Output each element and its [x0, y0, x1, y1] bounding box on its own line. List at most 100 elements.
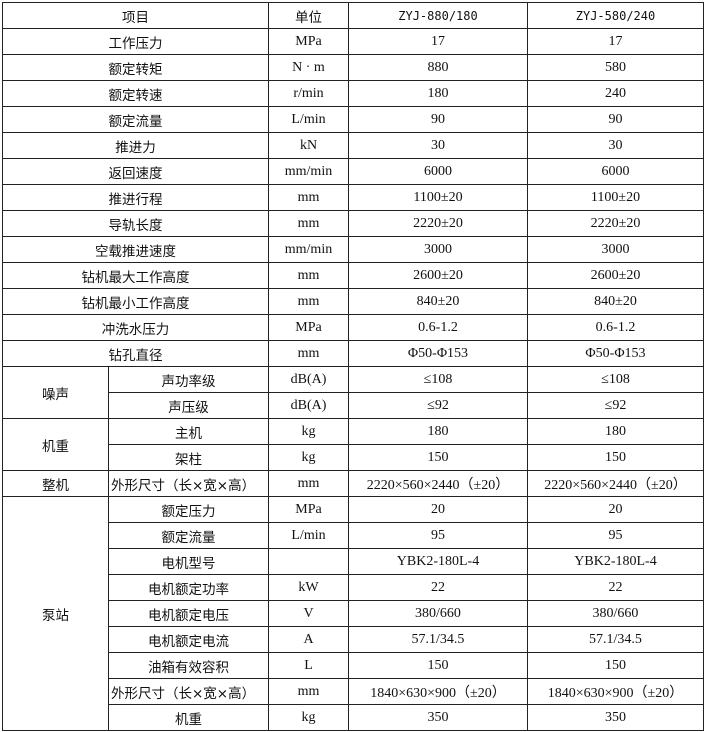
- value-a-cell: 2220±20: [348, 210, 528, 237]
- table-row: 噪声 声功率级 dB(A) ≤108 ≤108: [2, 366, 704, 419]
- item-cell: 冲洗水压力: [2, 314, 269, 341]
- table-row: 电机型号 YBK2-180L-4 YBK2-180L-4: [3, 548, 704, 575]
- item-cell: 推进行程: [2, 184, 269, 211]
- item-cell: 架柱: [108, 444, 269, 471]
- unit-cell: mm: [268, 210, 349, 237]
- item-cell: 电机额定电流: [108, 626, 269, 653]
- value-a-cell: 57.1/34.5: [348, 626, 528, 653]
- value-a-cell: 180: [348, 80, 528, 107]
- value-b-cell: 380/660: [527, 600, 704, 627]
- table-row: 钻孔直径 mm Φ50-Φ153 Φ50-Φ153: [2, 340, 704, 367]
- unit-cell: kW: [268, 574, 349, 601]
- value-b-cell: 90: [527, 106, 704, 133]
- value-b-cell: 2220±20: [527, 210, 704, 237]
- table-row: 外形尺寸（长×宽×高） mm 1840×630×900（±20） 1840×630×9…: [3, 678, 704, 705]
- item-cell: 钻机最小工作高度: [2, 288, 269, 315]
- table-row: 电机额定功率 kW 22 22: [3, 574, 704, 601]
- item-cell: 电机额定电压: [108, 600, 269, 627]
- item-cell: 外形尺寸（长×宽×高）: [108, 470, 269, 497]
- unit-cell: mm: [268, 470, 349, 497]
- unit-cell: A: [268, 626, 349, 653]
- table-row: 额定流量 L/min 90 90: [2, 106, 704, 133]
- value-b-cell: 6000: [527, 158, 704, 185]
- value-b-cell: 95: [527, 522, 704, 549]
- unit-cell: mm/min: [268, 158, 349, 185]
- table-row: 推进力 kN 30 30: [2, 132, 704, 159]
- group-label-cell: 机重: [2, 418, 109, 471]
- header-model-a: ZYJ-880/180: [348, 2, 528, 29]
- item-cell: 返回速度: [2, 158, 269, 185]
- header-model-b: ZYJ-580/240: [527, 2, 704, 29]
- value-a-cell: 1100±20: [348, 184, 528, 211]
- value-a-cell: 180: [348, 418, 528, 445]
- value-b-cell: 240: [527, 80, 704, 107]
- table-row: 架柱 kg 150 150: [3, 444, 704, 471]
- header-unit: 单位: [268, 2, 349, 29]
- value-b-cell: 57.1/34.5: [527, 626, 704, 653]
- item-cell: 电机型号: [108, 548, 269, 575]
- group-label-cell: 整机: [2, 470, 109, 497]
- value-a-cell: ≤92: [348, 392, 528, 419]
- table-row: 导轨长度 mm 2220±20 2220±20: [2, 210, 704, 237]
- value-a-cell: 20: [348, 496, 528, 523]
- value-a-cell: 150: [348, 652, 528, 679]
- value-b-cell: 150: [527, 444, 704, 471]
- table-row: 油箱有效容积 L 150 150: [3, 652, 704, 679]
- unit-cell: L/min: [268, 522, 349, 549]
- value-b-cell: 180: [527, 418, 704, 445]
- unit-cell: dB(A): [268, 392, 349, 419]
- group-label-cell: 泵站: [2, 496, 109, 731]
- unit-cell: mm: [268, 340, 349, 367]
- table-row: 返回速度 mm/min 6000 6000: [2, 158, 704, 185]
- unit-cell: r/min: [268, 80, 349, 107]
- table-row: 钻机最小工作高度 mm 840±20 840±20: [2, 288, 704, 315]
- value-b-cell: 30: [527, 132, 704, 159]
- table-row: 泵站 额定压力 MPa 20 20: [2, 496, 704, 731]
- unit-cell: mm: [268, 678, 349, 705]
- value-a-cell: Φ50-Φ153: [348, 340, 528, 367]
- item-cell: 额定流量: [108, 522, 269, 549]
- value-a-cell: 17: [348, 28, 528, 55]
- item-cell: 额定转速: [2, 80, 269, 107]
- table-row: 钻机最大工作高度 mm 2600±20 2600±20: [2, 262, 704, 289]
- value-b-cell: 1840×630×900（±20）: [527, 678, 704, 705]
- table-row: 空载推进速度 mm/min 3000 3000: [2, 236, 704, 263]
- value-b-cell: 840±20: [527, 288, 704, 315]
- unit-cell: mm: [268, 288, 349, 315]
- value-b-cell: 150: [527, 652, 704, 679]
- value-a-cell: 380/660: [348, 600, 528, 627]
- item-cell: 钻机最大工作高度: [2, 262, 269, 289]
- unit-cell: L: [268, 652, 349, 679]
- table-row: 电机额定电压 V 380/660 380/660: [3, 600, 704, 627]
- unit-cell: MPa: [268, 496, 349, 523]
- value-b-cell: 2220×560×2440（±20）: [527, 470, 704, 497]
- table-row: 声压级 dB(A) ≤92 ≤92: [3, 392, 704, 419]
- item-cell: 声压级: [108, 392, 269, 419]
- table-row: 机重 kg 350 350: [3, 704, 704, 731]
- item-cell: 空载推进速度: [2, 236, 269, 263]
- value-b-cell: ≤92: [527, 392, 704, 419]
- value-b-cell: Φ50-Φ153: [527, 340, 704, 367]
- item-cell: 钻孔直径: [2, 340, 269, 367]
- value-a-cell: 6000: [348, 158, 528, 185]
- value-a-cell: ≤108: [348, 366, 528, 393]
- value-a-cell: 3000: [348, 236, 528, 263]
- item-cell: 额定压力: [108, 496, 269, 523]
- item-cell: 外形尺寸（长×宽×高）: [108, 678, 269, 705]
- value-a-cell: 22: [348, 574, 528, 601]
- unit-cell: MPa: [268, 28, 349, 55]
- value-a-cell: 2220×560×2440（±20）: [348, 470, 528, 497]
- table-row: 整机 外形尺寸（长×宽×高） mm 2220×560×2440（±20） 2220×56…: [2, 470, 704, 497]
- value-a-cell: 0.6-1.2: [348, 314, 528, 341]
- item-cell: 额定转矩: [2, 54, 269, 81]
- value-b-cell: YBK2-180L-4: [527, 548, 704, 575]
- unit-cell: N · m: [268, 54, 349, 81]
- unit-cell: mm: [268, 262, 349, 289]
- value-a-cell: 30: [348, 132, 528, 159]
- unit-cell: MPa: [268, 314, 349, 341]
- table-row: 额定流量 L/min 95 95: [3, 522, 704, 549]
- item-cell: 额定流量: [2, 106, 269, 133]
- unit-cell: kg: [268, 444, 349, 471]
- item-cell: 导轨长度: [2, 210, 269, 237]
- value-a-cell: 90: [348, 106, 528, 133]
